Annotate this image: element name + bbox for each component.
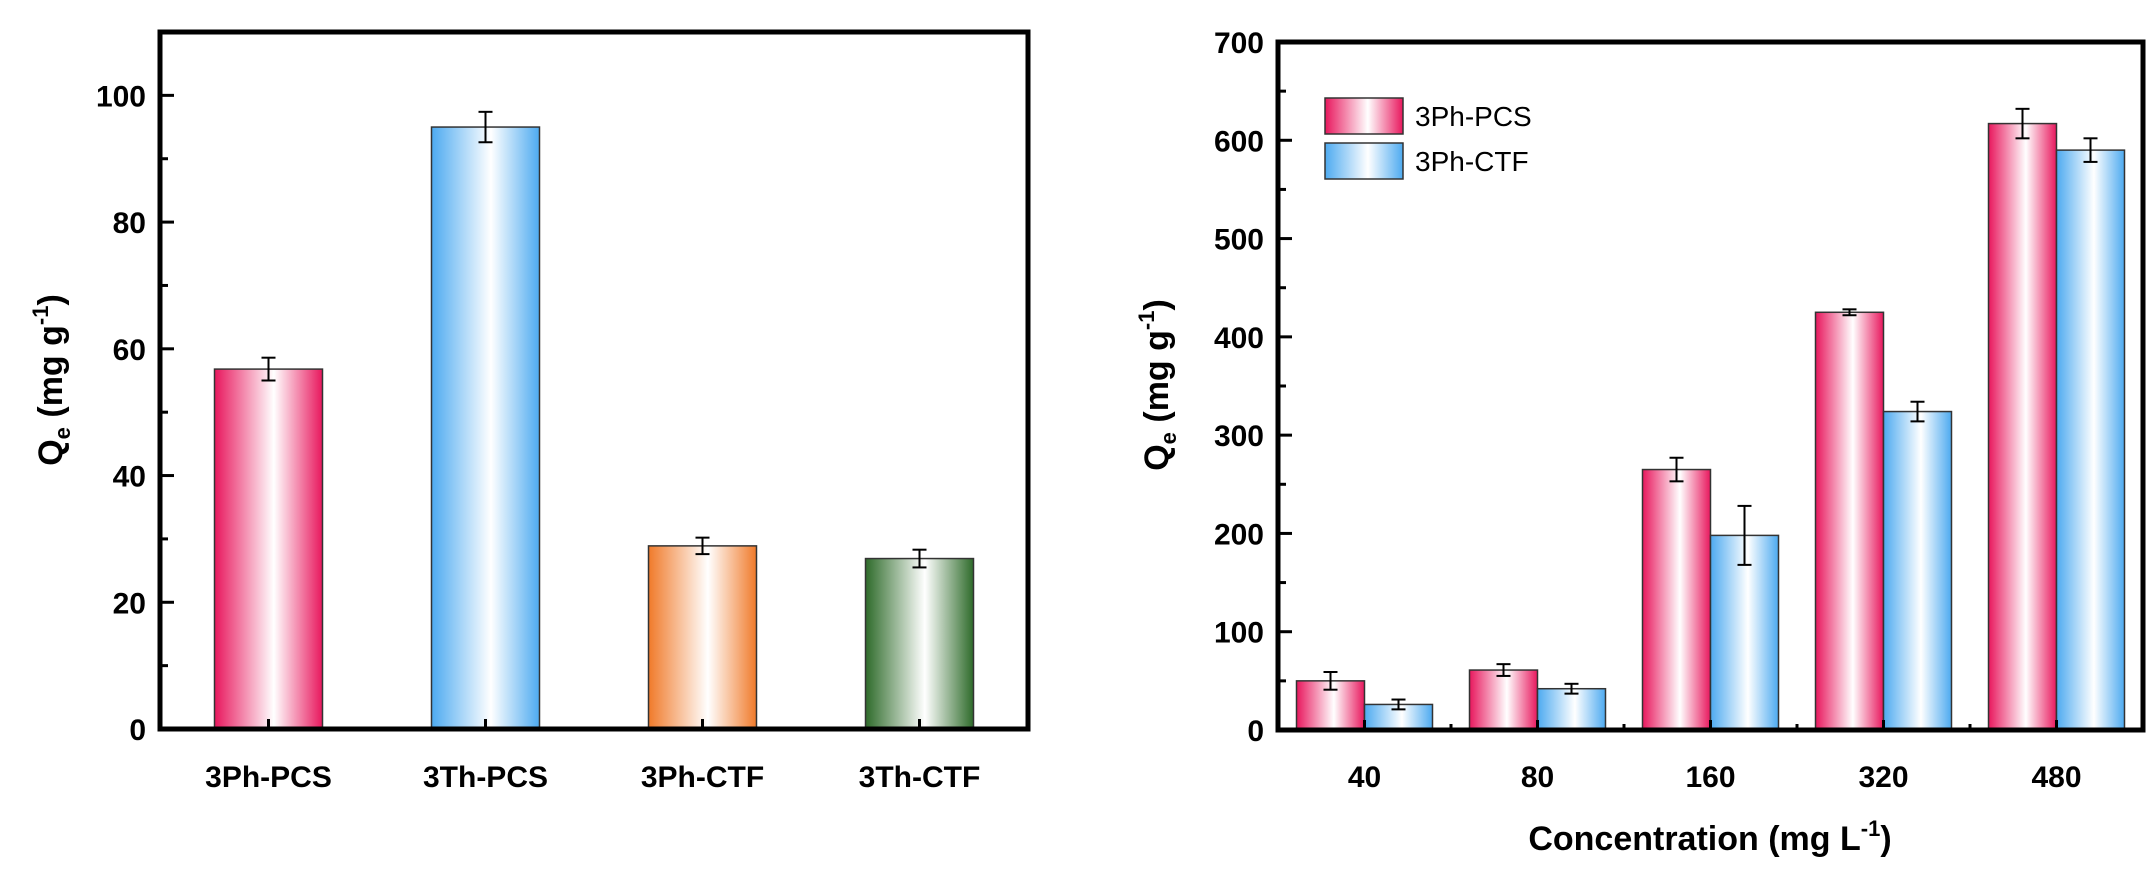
right-x-axis-title: Concentration (mg L-1) [1528,816,1891,858]
error-bar-3ph-pcs-80 [1496,663,1511,677]
y-tick-label-0: 0 [129,714,146,747]
bar-3ph-ctf [647,545,758,730]
legend-swatch-3ph-ctf [1324,142,1404,180]
right-legend: 3Ph-PCS 3Ph-CTF [1324,97,1532,180]
bar-3ph-ctf-320 [1882,410,1953,731]
error-bar-3ph-ctf-320 [1910,400,1925,423]
left-plot-frame [157,29,1031,732]
error-bar-3th-ctf [912,548,927,569]
right-y-axis-title: Qe (mg g-1) [1134,299,1181,471]
y-tick-label-600: 600 [1214,125,1264,158]
left-ylabel-main: Q [32,439,70,465]
y-tick-label-400: 400 [1214,322,1264,355]
x-tick-label-3ph-pcs: 3Ph-PCS [205,761,332,794]
legend-label-3ph-pcs: 3Ph-PCS [1415,101,1532,132]
right-ylabel-unit: (mg g [1138,330,1176,432]
left-y-axis-title: Qe (mg g-1) [28,294,75,466]
y-tick-label-300: 300 [1214,420,1264,453]
right-chart: 0 100 200 300 400 500 600 700 40 80 160 320 480 3Ph… [1134,27,2146,858]
x-tick-label-3ph-ctf: 3Ph-CTF [641,761,764,794]
x-tick-label-160: 160 [1685,761,1735,794]
y-tick-label-60: 60 [113,334,146,367]
left-chart: 0 20 40 60 80 100 3Ph-PCS 3Th-PCS 3Ph-CTF 3Th-CT… [28,29,1031,794]
y-tick-label-500: 500 [1214,224,1264,257]
bar-3ph-ctf-80 [1536,687,1607,731]
right-ylabel-close: ) [1138,299,1176,310]
y-tick-label-100: 100 [96,80,146,113]
y-tick-label-200: 200 [1214,518,1264,551]
left-ylabel-sub: e [50,427,75,439]
y-tick-label-20: 20 [113,587,146,620]
y-tick-label-80: 80 [113,207,146,240]
left-ylabel-unit: (mg g [32,325,70,427]
error-bar-3ph-ctf-160 [1737,504,1752,566]
right-xlabel-main: Concentration (mg L [1528,820,1860,858]
error-bar-3ph-pcs [261,356,276,382]
bar-3ph-pcs-480 [1987,122,2058,731]
bar-3ph-pcs-320 [1814,311,1885,731]
x-tick-label-320: 320 [1858,761,1908,794]
y-tick-label-0: 0 [1247,715,1264,748]
error-bar-3ph-pcs-40 [1323,671,1338,691]
bar-3ph-pcs [213,368,324,730]
bar-3ph-pcs-160 [1641,468,1712,731]
error-bar-3ph-pcs-160 [1669,456,1684,483]
error-bar-3ph-ctf-40 [1391,698,1406,711]
legend-swatch-3ph-pcs [1324,97,1404,135]
error-bar-3ph-ctf-480 [2083,137,2098,163]
right-xlabel-close: ) [1880,820,1891,858]
error-bar-3ph-ctf [695,536,710,556]
x-tick-label-480: 480 [2031,761,2081,794]
bar-3th-ctf [864,557,975,730]
x-tick-label-3th-ctf: 3Th-CTF [859,761,981,794]
right-xlabel-exp: -1 [1861,816,1881,841]
y-tick-label-700: 700 [1214,27,1264,60]
left-ylabel-exp: -1 [28,306,53,326]
error-bar-3ph-pcs-480 [2015,107,2030,140]
error-bar-3th-pcs [478,110,493,144]
right-ylabel-exp: -1 [1134,311,1159,331]
legend-label-3ph-ctf: 3Ph-CTF [1415,146,1529,177]
x-tick-label-3th-pcs: 3Th-PCS [423,761,548,794]
x-tick-label-40: 40 [1348,761,1381,794]
bar-3ph-ctf-480 [2055,149,2126,731]
x-tick-label-80: 80 [1521,761,1554,794]
bar-3ph-pcs-80 [1468,669,1539,731]
right-ylabel-main: Q [1138,444,1176,470]
bar-3th-pcs [430,126,541,730]
right-ylabel-sub: e [1156,432,1181,444]
y-tick-label-40: 40 [113,461,146,494]
error-bar-3ph-pcs-320 [1842,308,1857,317]
y-tick-label-100: 100 [1214,617,1264,650]
error-bar-3ph-ctf-80 [1564,682,1579,695]
left-ylabel-close: ) [32,294,70,305]
